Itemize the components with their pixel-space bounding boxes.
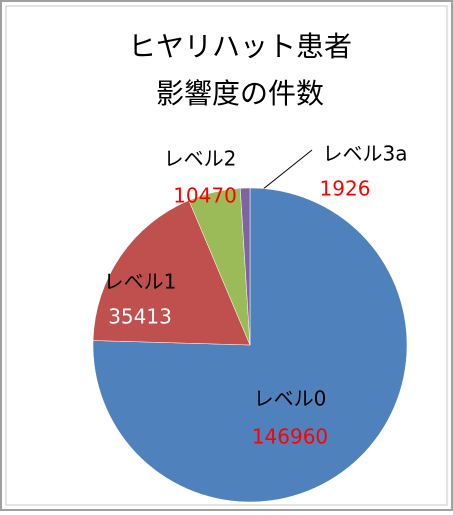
value-label: 35413 — [108, 305, 172, 329]
value-label: 1926 — [320, 177, 371, 201]
value-label: 146960 — [252, 425, 328, 449]
slice-label: レベル2 — [164, 147, 237, 171]
chart-title: 影響度の件数 — [156, 77, 324, 110]
pie-slice — [92, 200, 251, 346]
pie-slice — [239, 187, 251, 346]
chart-title: ヒヤリハット患者 — [128, 30, 352, 63]
slice-label: レベル0 — [254, 387, 327, 411]
inner-frame — [5, 5, 448, 506]
slice-label: レベル1 — [104, 270, 177, 294]
slice-label: レベル3a — [323, 142, 408, 166]
value-label: 10470 — [173, 184, 237, 208]
